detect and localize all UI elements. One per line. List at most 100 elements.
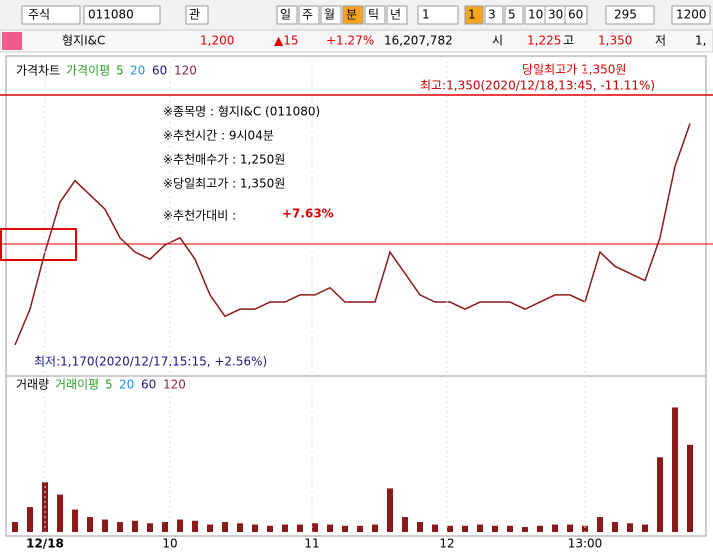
button-frame (417, 5, 459, 25)
volume-bar (672, 407, 678, 532)
volume-bar (447, 525, 453, 532)
volume-bar (507, 525, 513, 532)
headline: 당일최고가 1,350원 (522, 63, 626, 77)
minute-button[interactable]: 10 (528, 8, 543, 22)
x-label: 12 (439, 537, 454, 551)
info-line: ※추천가대비 : (163, 208, 236, 223)
volume-bar (642, 524, 648, 532)
period-button[interactable]: 틱 (368, 8, 379, 22)
button-frame (605, 5, 655, 25)
rate: +1.27% (326, 34, 374, 48)
period-button[interactable]: 월 (324, 8, 335, 22)
quote-bar (0, 29, 713, 53)
minute-button[interactable]: 60 (568, 8, 583, 22)
volume-bar (582, 525, 588, 532)
minute-button[interactable]: 5 (508, 8, 516, 22)
button-frame (504, 5, 524, 25)
chart-frame (5, 55, 707, 537)
button-frame (276, 5, 298, 25)
button-frame (298, 5, 320, 25)
x-label: 13:00 (568, 537, 603, 551)
button-frame (21, 5, 81, 25)
volume-bar (252, 524, 258, 532)
price-line (14, 123, 691, 346)
open: 1,225 (527, 34, 561, 48)
volume-bar (372, 524, 378, 532)
legend-entry: 120 (174, 64, 197, 78)
open-label: 시 (492, 34, 503, 48)
volume-bar (432, 524, 438, 532)
high-label: 고 (563, 34, 574, 48)
legend-entry: 60 (152, 64, 167, 78)
volume-bar (312, 523, 318, 532)
volume-bar (147, 523, 153, 532)
period-button[interactable]: 일 (280, 8, 291, 22)
button-frame (671, 5, 711, 25)
volume-bar (177, 519, 183, 532)
info-line: ※추천매수가 : 1,250원 (163, 152, 285, 167)
x-label: 10 (162, 537, 177, 551)
min-note: 최저:1,170(2020/12/17,15:15, +2.56%) (34, 355, 267, 369)
period-button[interactable]: 주 (302, 8, 313, 22)
volume-bar (477, 524, 483, 532)
interval-select[interactable]: 1 (422, 8, 430, 22)
low: 1, (695, 34, 706, 48)
price: 1,200 (200, 34, 234, 48)
legend-entry: 60 (141, 378, 156, 392)
volume-bar (102, 519, 108, 532)
market-select[interactable]: 주식 (28, 8, 50, 22)
period-button[interactable]: 년 (390, 8, 401, 22)
volume-bar (417, 522, 423, 532)
volume-bar (387, 488, 393, 532)
volume-bar (162, 522, 168, 532)
volume-bar (192, 520, 198, 532)
info-line: ※추천시간 : 9시04분 (163, 128, 274, 143)
volume-bar (207, 524, 213, 532)
button-frame (83, 5, 161, 25)
volume-bar (492, 525, 498, 532)
volume-bar (237, 523, 243, 532)
volume-bar (57, 494, 63, 532)
volume-bar (327, 524, 333, 532)
legend-entry: 5 (116, 64, 124, 78)
legend-entry: 거래량 (16, 378, 49, 392)
legend-entry: 5 (105, 378, 113, 392)
high: 1,350 (598, 34, 632, 48)
button-frame (342, 5, 364, 25)
volume-bar (567, 524, 573, 532)
button-frame (185, 5, 209, 25)
legend-entry: 20 (130, 64, 145, 78)
legend-entry: 거래이평 (55, 378, 99, 392)
period-button[interactable]: 분 (346, 8, 357, 22)
button[interactable]: 관 (189, 8, 200, 22)
volume-bar (342, 525, 348, 532)
button-frame (564, 5, 588, 25)
volume-bar (537, 525, 543, 532)
volume-bar (132, 520, 138, 532)
volume-bar (612, 522, 618, 532)
x-label: 12/18 (26, 537, 64, 551)
button-frame (320, 5, 342, 25)
volume-bar (552, 524, 558, 532)
x-label: 11 (304, 537, 319, 551)
button-frame (386, 5, 408, 25)
total-input[interactable]: 1200 (676, 8, 707, 22)
info-line: ※당일최고가 : 1,350원 (163, 177, 285, 191)
count-input[interactable]: 295 (614, 8, 637, 22)
buy-box (0, 228, 77, 261)
code-input[interactable]: 011080 (88, 8, 134, 22)
volume: 16,207,782 (384, 34, 453, 48)
code-tag (2, 32, 22, 50)
minute-button[interactable]: 1 (468, 8, 476, 22)
volume-bar (522, 527, 528, 532)
legend-entry: 120 (163, 378, 186, 392)
button-frame (484, 5, 504, 25)
minute-button[interactable]: 3 (488, 8, 496, 22)
volume-bar (597, 517, 603, 532)
volume-bar (27, 507, 33, 532)
volume-bar (297, 524, 303, 532)
minute-button[interactable]: 30 (548, 8, 563, 22)
legend-entry: 가격이평 (66, 64, 110, 78)
volume-bar (12, 522, 18, 532)
